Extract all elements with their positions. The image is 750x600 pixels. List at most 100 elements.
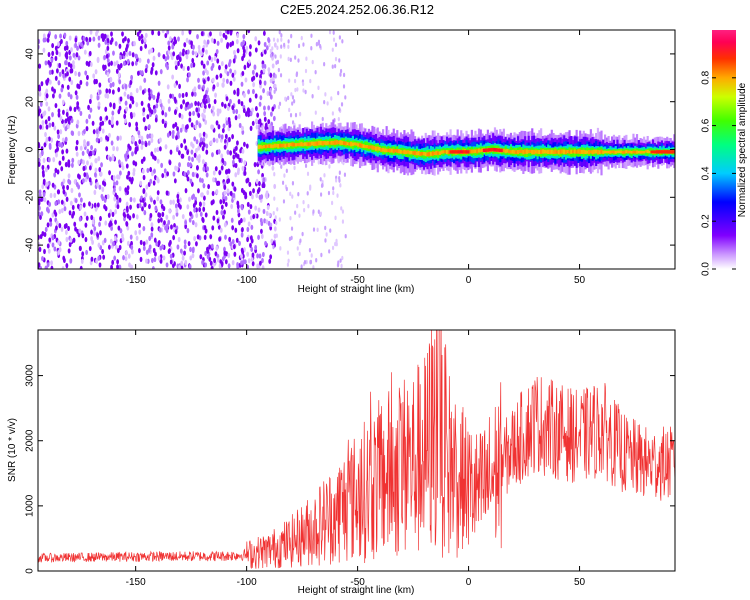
noise-speckle <box>310 45 313 51</box>
noise-speckle <box>233 69 237 75</box>
noise-speckle <box>186 77 189 83</box>
noise-speckle <box>261 251 265 258</box>
signal-cell <box>300 141 303 147</box>
noise-speckle <box>215 138 219 144</box>
noise-speckle <box>195 241 198 247</box>
signal-cell <box>266 144 269 148</box>
noise-speckle <box>174 60 178 66</box>
noise-speckle <box>225 169 229 175</box>
noise-speckle <box>85 215 89 221</box>
noise-speckle <box>106 71 110 77</box>
noise-speckle <box>297 43 301 49</box>
noise-speckle <box>250 256 254 262</box>
noise-speckle <box>146 58 150 64</box>
noise-speckle <box>140 70 144 76</box>
spectrogram-signal <box>257 119 675 176</box>
noise-speckle <box>215 48 219 55</box>
signal-cell <box>279 143 282 148</box>
noise-speckle <box>126 189 130 196</box>
noise-speckle <box>207 97 211 104</box>
noise-speckle <box>217 133 221 139</box>
noise-speckle <box>190 40 193 46</box>
noise-speckle <box>83 211 87 217</box>
noise-speckle <box>161 30 165 34</box>
noise-speckle <box>131 151 134 157</box>
noise-speckle <box>57 189 61 195</box>
noise-speckle <box>184 219 188 226</box>
signal-cell <box>644 150 647 153</box>
noise-speckle <box>273 233 277 239</box>
noise-speckle <box>231 104 235 111</box>
noise-speckle <box>332 190 335 196</box>
noise-speckle <box>123 113 127 119</box>
noise-speckle <box>265 45 269 51</box>
signal-cell <box>273 143 276 148</box>
noise-speckle <box>109 209 113 215</box>
noise-speckle <box>226 71 230 77</box>
noise-speckle <box>206 189 210 196</box>
noise-speckle <box>220 37 223 43</box>
noise-speckle <box>90 256 94 262</box>
noise-speckle <box>53 192 57 198</box>
noise-speckle <box>327 190 331 196</box>
noise-speckle <box>276 38 279 43</box>
noise-speckle <box>109 156 112 162</box>
noise-speckle <box>263 110 267 117</box>
noise-speckle <box>51 242 55 248</box>
noise-speckle <box>156 146 160 153</box>
noise-speckle <box>274 215 277 220</box>
noise-speckle <box>99 115 103 122</box>
noise-speckle <box>294 210 297 215</box>
noise-speckle <box>169 149 173 155</box>
noise-speckle <box>258 181 261 187</box>
noise-speckle <box>215 245 219 251</box>
noise-speckle <box>118 197 122 203</box>
signal-cell <box>605 150 608 154</box>
noise-speckle <box>180 63 183 69</box>
noise-speckle <box>324 238 327 243</box>
noise-speckle <box>214 251 218 257</box>
noise-speckle <box>339 72 342 77</box>
noise-speckle <box>315 42 318 47</box>
noise-speckle <box>78 245 82 252</box>
noise-speckle <box>38 205 41 211</box>
noise-speckle <box>232 192 236 199</box>
noise-speckle <box>148 235 152 242</box>
noise-speckle <box>117 174 121 180</box>
noise-speckle <box>114 244 118 250</box>
noise-speckle <box>223 250 227 256</box>
noise-speckle <box>323 99 326 105</box>
noise-speckle <box>334 241 337 247</box>
noise-speckle <box>46 222 50 228</box>
noise-speckle <box>181 92 185 99</box>
noise-speckle <box>244 111 248 117</box>
noise-speckle <box>95 128 99 135</box>
noise-speckle <box>149 212 153 219</box>
noise-speckle <box>156 176 159 182</box>
noise-speckle <box>192 44 195 50</box>
noise-speckle <box>233 186 237 192</box>
signal-cell <box>412 151 415 155</box>
noise-speckle <box>268 212 271 218</box>
signal-cell <box>389 148 392 153</box>
noise-speckle <box>166 84 170 90</box>
signal-cell <box>296 142 299 147</box>
noise-speckle <box>61 155 65 161</box>
noise-speckle <box>154 70 158 76</box>
noise-speckle <box>188 30 192 34</box>
noise-speckle <box>280 33 283 38</box>
noise-speckle <box>42 157 46 163</box>
noise-speckle <box>98 126 102 132</box>
noise-speckle <box>197 84 201 90</box>
noise-speckle <box>274 54 277 59</box>
noise-speckle <box>44 60 48 66</box>
noise-speckle <box>74 90 78 96</box>
noise-speckle <box>82 178 85 184</box>
noise-speckle <box>202 201 206 207</box>
noise-speckle <box>213 55 217 62</box>
signal-cell <box>554 149 557 154</box>
noise-speckle <box>82 35 86 42</box>
noise-speckle <box>122 60 126 66</box>
noise-speckle <box>219 199 223 205</box>
noise-speckle <box>181 123 185 130</box>
